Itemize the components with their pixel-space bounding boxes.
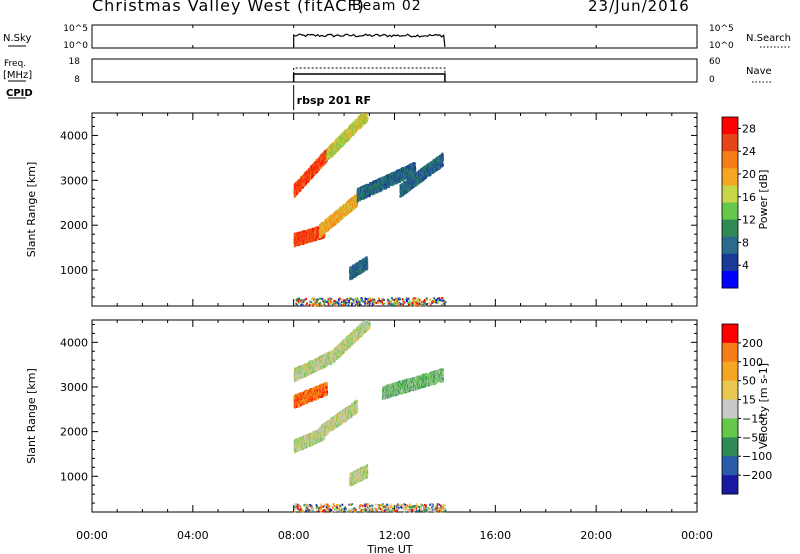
date-label: 23/Jun/2016 (588, 0, 690, 15)
nsky-label: N.Sky (3, 33, 31, 44)
nsky-tick-bottom: 10^0 (63, 41, 88, 51)
power-panel-frame (91, 112, 698, 307)
freq-label: Freq. (4, 59, 26, 69)
beam-label: Beam 02 (352, 0, 422, 14)
freq-tick-top: 18 (69, 57, 81, 67)
echo-cell (356, 201, 359, 205)
freq-panel (91, 58, 698, 83)
freq-tick-bottom: 8 (74, 75, 80, 85)
nsky-panel (91, 24, 698, 49)
power-ylabel: Slant Range [km] (25, 162, 38, 258)
nsky-tick-top: 10^5 (63, 24, 88, 34)
echo-cell (325, 225, 327, 229)
echo-cell (361, 123, 364, 126)
echo-cell (323, 234, 326, 238)
echo-cell (366, 118, 369, 122)
freq-trace (292, 73, 446, 82)
nsearch-tick-top: 10^5 (709, 24, 734, 34)
power-echoes (293, 113, 447, 307)
cpid-value: rbsp 201 RF (297, 94, 371, 107)
echo-cell (309, 237, 311, 241)
nsky-trace (293, 33, 446, 48)
nave-trace (293, 67, 446, 82)
echo-cell (350, 133, 353, 137)
echo-cell (352, 207, 354, 211)
echo-cell (356, 118, 358, 122)
echo-cell (336, 220, 339, 223)
cpid-label: CPID (6, 88, 33, 99)
echo-cell (318, 167, 320, 171)
echo-cell (294, 232, 296, 236)
power-ytick-label: 2000 (60, 219, 88, 232)
nsearch-label: N.Search (746, 33, 791, 44)
echo-cell (329, 150, 332, 154)
power-ytick-label: 3000 (60, 174, 88, 187)
nave-tick-top: 60 (709, 57, 721, 67)
nsearch-tick-bottom: 10^0 (709, 41, 734, 51)
nave-tick-bottom: 0 (709, 75, 715, 85)
nave-label: Nave (746, 66, 772, 77)
echo-cell (301, 177, 303, 181)
echo-cell (341, 133, 343, 137)
echo-cell (313, 169, 316, 173)
echo-cell (330, 149, 333, 153)
echo-cell (338, 217, 341, 221)
power-ytick-label: 4000 (60, 129, 88, 142)
echo-cell (340, 217, 343, 221)
freq-unit: [MHz] (3, 70, 32, 81)
echo-cell (334, 213, 337, 217)
chart-title: Christmas Valley West (fitACF) (92, 0, 365, 15)
echo-cell (337, 212, 340, 216)
echo-cell (309, 171, 311, 175)
echo-cell (294, 244, 296, 248)
power-ytick-label: 1000 (60, 264, 88, 277)
